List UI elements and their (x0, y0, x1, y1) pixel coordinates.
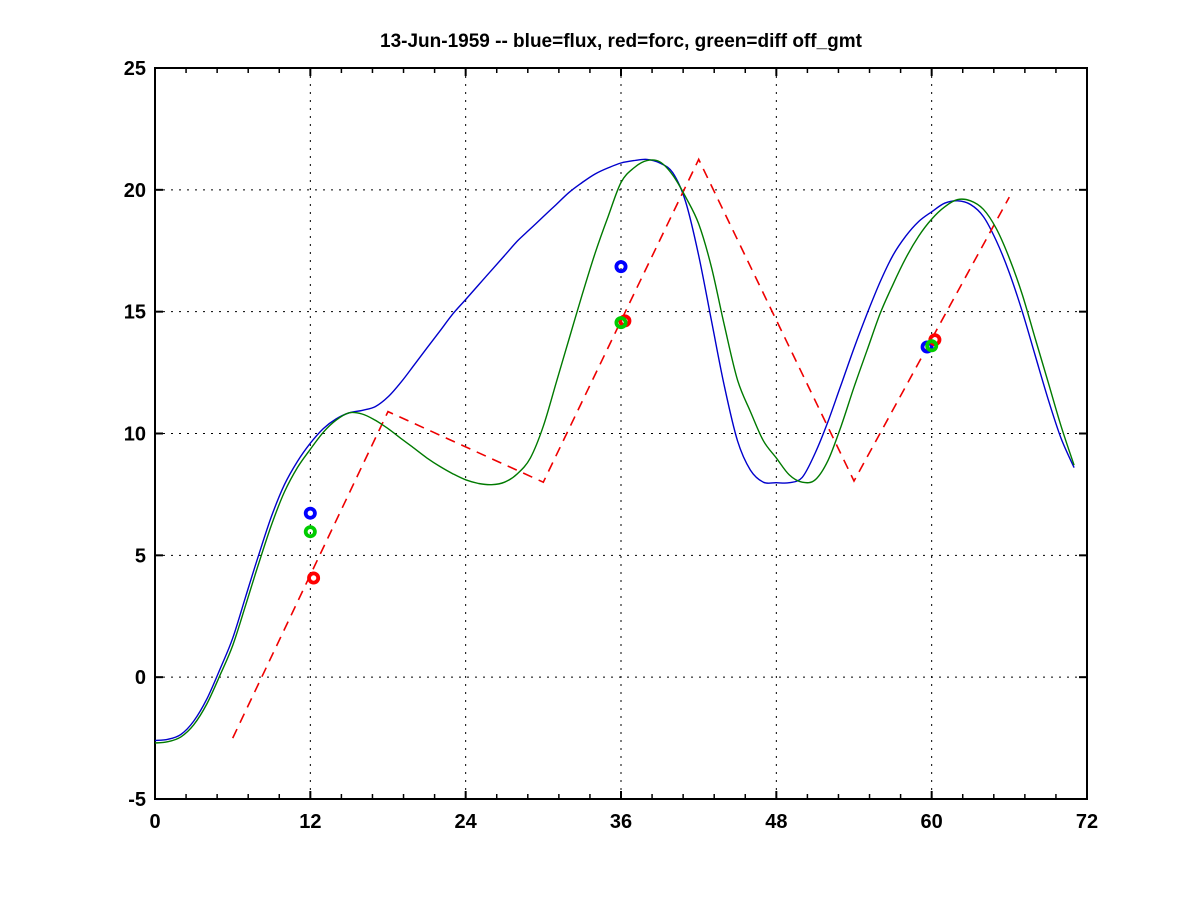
marker-diff-samples (925, 339, 939, 353)
x-tick-label-60: 60 (921, 811, 943, 833)
series-line-diff (154, 159, 1075, 744)
x-tick-label-0: 0 (149, 811, 160, 833)
x-tick-label-36: 36 (610, 811, 632, 833)
marker-diff-samples (614, 316, 628, 330)
x-tick-label-12: 12 (299, 811, 321, 833)
x-tick-label-48: 48 (765, 811, 787, 833)
marker-forc-samples (307, 571, 321, 585)
marker-diff-samples (303, 525, 317, 539)
y-tick-label-10: 10 (124, 424, 146, 446)
series-line-forc (231, 157, 1011, 739)
y-tick-label-20: 20 (124, 180, 146, 202)
marker-flux-samples (614, 260, 628, 274)
y-tick-label--5: -5 (128, 789, 146, 811)
marker-flux-samples (303, 506, 317, 520)
y-tick-label-5: 5 (135, 545, 146, 567)
y-tick-label-25: 25 (124, 58, 146, 80)
x-tick-label-72: 72 (1076, 811, 1098, 833)
y-tick-label-0: 0 (135, 667, 146, 689)
y-tick-label-15: 15 (124, 302, 146, 324)
chart-title: 13-Jun-1959 -- blue=flux, red=forc, gree… (380, 31, 862, 52)
series-line-flux (154, 158, 1075, 742)
x-tick-label-24: 24 (455, 811, 478, 833)
